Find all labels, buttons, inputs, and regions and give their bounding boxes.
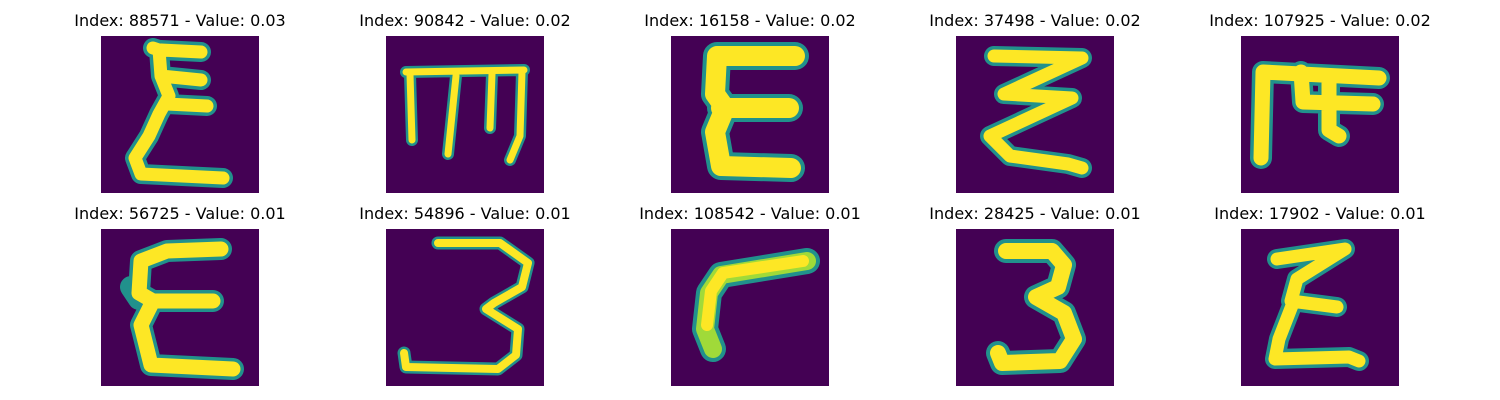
- panel-title: Index: 37498 - Value: 0.02: [929, 11, 1141, 30]
- epsilon-slant-glyph: [1265, 239, 1369, 371]
- corner-glyph: [692, 248, 820, 362]
- digit-image: [1241, 36, 1399, 193]
- digit-image: [671, 229, 829, 386]
- panel-title: Index: 88571 - Value: 0.03: [74, 11, 286, 30]
- panel-title: Index: 28425 - Value: 0.01: [929, 204, 1141, 223]
- panel-title: Index: 17902 - Value: 0.01: [1214, 204, 1426, 223]
- panel-9: Index: 28425 - Value: 0.01: [893, 204, 1177, 390]
- panel-title: Index: 108542 - Value: 0.01: [639, 204, 861, 223]
- panel-7: Index: 54896 - Value: 0.01: [323, 204, 607, 390]
- panel-4: Index: 37498 - Value: 0.02: [893, 11, 1177, 197]
- digit-image: [386, 229, 544, 386]
- panel-title: Index: 56725 - Value: 0.01: [74, 204, 286, 223]
- panel-2: Index: 90842 - Value: 0.02: [323, 11, 607, 197]
- panel-6: Index: 56725 - Value: 0.01: [38, 204, 322, 390]
- panel-title: Index: 90842 - Value: 0.02: [359, 11, 571, 30]
- panel-title: Index: 54896 - Value: 0.01: [359, 204, 571, 223]
- zigzag-glyph: [980, 46, 1092, 178]
- panel-8: Index: 108542 - Value: 0.01: [608, 204, 892, 390]
- digit-image: [956, 229, 1114, 386]
- panel-title: Index: 16158 - Value: 0.02: [644, 11, 856, 30]
- three-open-glyph: [397, 236, 535, 376]
- digit-image: [1241, 229, 1399, 386]
- epsilon-wide-glyph: [701, 42, 809, 182]
- hook-top-glyph: [1250, 61, 1390, 169]
- digit-image: [386, 36, 544, 193]
- three-glyph: [986, 239, 1086, 375]
- panel-3: Index: 16158 - Value: 0.02: [608, 11, 892, 197]
- panel-title: Index: 107925 - Value: 0.02: [1209, 11, 1431, 30]
- digit-image: [671, 36, 829, 193]
- panel-1: Index: 88571 - Value: 0.03: [38, 11, 322, 197]
- epsilon-round-glyph: [120, 238, 244, 380]
- digit-image: [956, 36, 1114, 193]
- digit-image: [101, 36, 259, 193]
- panel-5: Index: 107925 - Value: 0.02: [1178, 11, 1462, 197]
- panel-10: Index: 17902 - Value: 0.01: [1178, 204, 1462, 390]
- digit-image: [101, 229, 259, 386]
- m-shape-glyph: [400, 64, 530, 166]
- epsilon-tall-glyph: [125, 38, 233, 188]
